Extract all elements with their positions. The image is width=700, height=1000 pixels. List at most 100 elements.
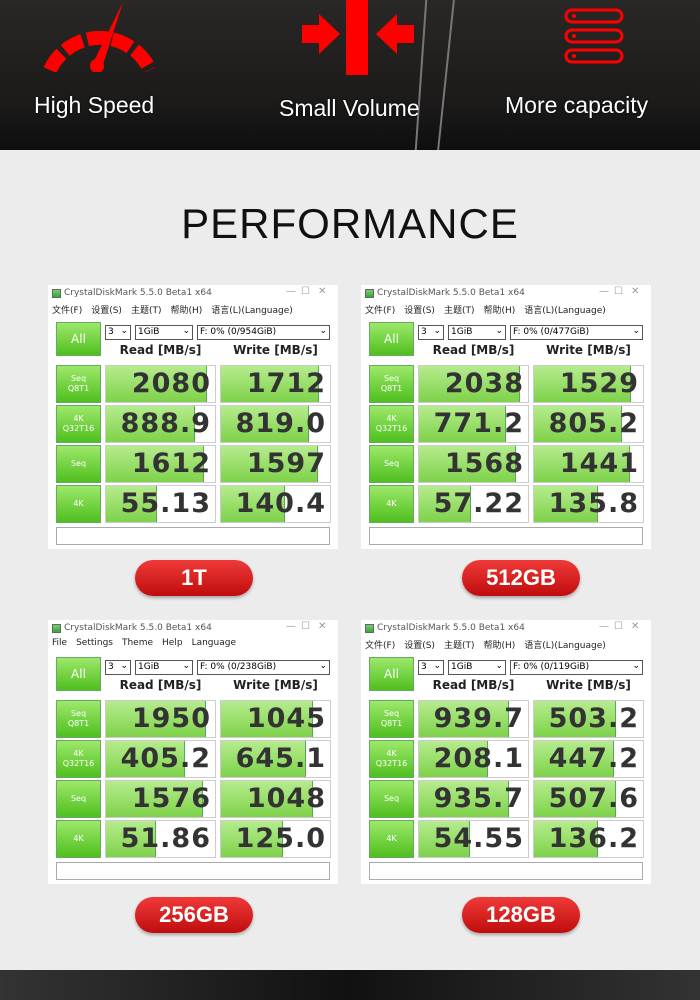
menu-bar: 文件(F) 设置(S) 主题(T) 帮助(H) 语言(L)(Language): [52, 303, 302, 316]
menu-item[interactable]: Help: [162, 638, 183, 648]
test-button-4k-q32t16[interactable]: 4K Q32T16: [369, 740, 414, 778]
menu-item[interactable]: 设置(S): [404, 306, 435, 316]
test-sublabel: Q32T16: [375, 759, 408, 768]
test-label: Seq: [70, 374, 87, 383]
test-button-4k-q32t16[interactable]: 4K Q32T16: [56, 405, 101, 443]
drive-select[interactable]: F: 0% (0/477GiB) ⌄: [510, 325, 643, 340]
read-bar: [106, 406, 196, 442]
test-button-seq[interactable]: Seq: [369, 780, 414, 818]
write-header: Write [MB/s]: [546, 343, 631, 357]
drive-select[interactable]: F: 0% (0/238GiB) ⌄: [197, 660, 330, 675]
test-sublabel: Q32T16: [62, 759, 95, 768]
menu-item[interactable]: Theme: [121, 638, 154, 648]
test-button-4k-q32t16[interactable]: 4K Q32T16: [56, 740, 101, 778]
menu-item[interactable]: 文件(F): [52, 306, 83, 316]
menu-item[interactable]: 帮助(H): [483, 641, 516, 651]
write-bar: [221, 701, 313, 737]
close-button[interactable]: ✕: [631, 286, 640, 297]
read-result-seq: 1576: [105, 780, 216, 818]
size-select[interactable]: 1GiB ⌄: [448, 325, 506, 340]
all-button[interactable]: All: [369, 322, 414, 356]
feature-small-volume: Small Volume: [279, 95, 420, 121]
count-value: 3: [108, 327, 114, 337]
maximize-button[interactable]: ☐: [614, 286, 623, 297]
test-button-4k-q32t16[interactable]: 4K Q32T16: [369, 405, 414, 443]
minimize-button[interactable]: —: [286, 621, 296, 632]
count-select[interactable]: 3 ⌄: [105, 325, 131, 340]
test-button-4k[interactable]: 4K: [369, 485, 414, 523]
menu-item[interactable]: 帮助(H): [170, 306, 203, 316]
test-sublabel: Q32T16: [62, 424, 95, 433]
comment-field[interactable]: [56, 862, 330, 880]
app-icon: [52, 624, 61, 633]
comment-field[interactable]: [369, 862, 643, 880]
write-value: 507.6: [548, 783, 639, 814]
menu-item[interactable]: 语言(L)(Language): [524, 306, 606, 316]
menu-item[interactable]: 文件(F): [365, 306, 396, 316]
menu-item[interactable]: 主题(T): [443, 306, 475, 316]
count-select[interactable]: 3 ⌄: [105, 660, 131, 675]
menu-item[interactable]: 主题(T): [443, 641, 475, 651]
all-button[interactable]: All: [56, 657, 101, 691]
menu-item[interactable]: 语言(L)(Language): [524, 641, 606, 651]
test-button-seq-q8t1[interactable]: Seq Q8T1: [56, 365, 101, 403]
menu-item[interactable]: 主题(T): [130, 306, 162, 316]
minimize-button[interactable]: —: [286, 286, 296, 297]
test-button-seq-q8t1[interactable]: Seq Q8T1: [369, 700, 414, 738]
minimize-button[interactable]: —: [599, 621, 609, 632]
read-bar: [106, 366, 208, 402]
drive-select[interactable]: F: 0% (0/954GiB) ⌄: [197, 325, 330, 340]
menu-item[interactable]: 文件(F): [365, 641, 396, 651]
count-select[interactable]: 3 ⌄: [418, 325, 444, 340]
write-bar: [221, 741, 307, 777]
test-button-seq-q8t1[interactable]: Seq Q8T1: [369, 365, 414, 403]
maximize-button[interactable]: ☐: [301, 286, 310, 297]
drive-select[interactable]: F: 0% (0/119GiB) ⌄: [510, 660, 643, 675]
menu-item[interactable]: 设置(S): [91, 306, 122, 316]
count-select[interactable]: 3 ⌄: [418, 660, 444, 675]
test-button-4k[interactable]: 4K: [56, 485, 101, 523]
all-button[interactable]: All: [369, 657, 414, 691]
menu-item[interactable]: 帮助(H): [483, 306, 516, 316]
size-select[interactable]: 1GiB ⌄: [135, 325, 193, 340]
size-select[interactable]: 1GiB ⌄: [135, 660, 193, 675]
comment-field[interactable]: [56, 527, 330, 545]
test-button-seq[interactable]: Seq: [369, 445, 414, 483]
menu-item[interactable]: 设置(S): [404, 641, 435, 651]
read-result-seq-q8t1: 1950: [105, 700, 216, 738]
test-label: Seq: [383, 459, 400, 468]
all-button[interactable]: All: [56, 322, 101, 356]
maximize-button[interactable]: ☐: [301, 621, 310, 632]
test-button-seq[interactable]: Seq: [56, 780, 101, 818]
hero-banner: High Speed Small Volume More capacity: [0, 0, 700, 150]
menu-item[interactable]: Language: [191, 638, 236, 648]
size-value: 1GiB: [138, 327, 160, 337]
test-button-seq-q8t1[interactable]: Seq Q8T1: [56, 700, 101, 738]
crystaldiskmark-window: CrystalDiskMark 5.5.0 Beta1 x64 — ☐ ✕ 文件(F…: [48, 285, 338, 549]
close-button[interactable]: ✕: [318, 621, 327, 632]
count-value: 3: [108, 662, 114, 672]
read-value: 55.13: [120, 488, 211, 519]
test-button-seq[interactable]: Seq: [56, 445, 101, 483]
write-result-seq: 1441: [533, 445, 644, 483]
read-value: 54.55: [433, 823, 524, 854]
feature-high-speed: High Speed: [34, 92, 155, 118]
read-bar: [419, 821, 471, 857]
write-bar: [221, 821, 284, 857]
maximize-button[interactable]: ☐: [614, 621, 623, 632]
comment-field[interactable]: [369, 527, 643, 545]
size-select[interactable]: 1GiB ⌄: [448, 660, 506, 675]
minimize-button[interactable]: —: [599, 286, 609, 297]
read-value: 208.1: [433, 743, 524, 774]
close-button[interactable]: ✕: [631, 621, 640, 632]
write-value: 1048: [246, 783, 326, 814]
test-label: Seq: [383, 794, 400, 803]
read-result-4k: 57.22: [418, 485, 529, 523]
menu-item[interactable]: Settings: [76, 638, 113, 648]
close-button[interactable]: ✕: [318, 286, 327, 297]
menu-item[interactable]: 语言(L)(Language): [211, 306, 293, 316]
menu-item[interactable]: File: [52, 638, 68, 648]
page-title: PERFORMANCE: [181, 200, 519, 247]
test-button-4k[interactable]: 4K: [56, 820, 101, 858]
test-button-4k[interactable]: 4K: [369, 820, 414, 858]
